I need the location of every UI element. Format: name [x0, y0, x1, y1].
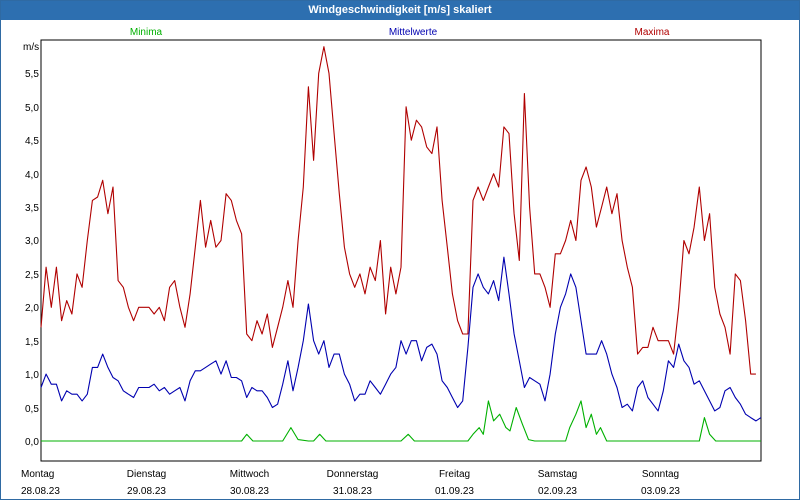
window-title: Windgeschwindigkeit [m/s] skaliert	[1, 1, 799, 20]
x-tick-date: 31.08.23	[333, 486, 372, 497]
y-tick-label: 1,0	[25, 370, 39, 381]
y-tick-label: 3,5	[25, 203, 39, 214]
x-tick-weekday: Samstag	[538, 469, 577, 480]
legend-layer: Minima Mittelwerte Maxima	[130, 27, 670, 38]
y-tick-label: 3,0	[25, 236, 39, 247]
series-line-mittelwerte	[40, 256, 762, 422]
y-tick-label: 5,0	[25, 103, 39, 114]
x-tick-weekday: Montag	[21, 469, 54, 480]
y-tick-label: 2,5	[25, 270, 39, 281]
y-tick-label: 4,5	[25, 136, 39, 147]
y-axis-label: m/s	[23, 42, 39, 53]
legend-entry-maxima: Maxima	[634, 27, 669, 38]
series-line-minima	[41, 400, 761, 442]
x-tick-date: 03.09.23	[641, 486, 680, 497]
x-tick-weekday: Dienstag	[127, 469, 166, 480]
x-tick-date: 28.08.23	[21, 486, 60, 497]
legend-entry-mittelwerte: Mittelwerte	[389, 27, 438, 38]
x-tick-weekday: Sonntag	[642, 469, 679, 480]
x-tick-date: 30.08.23	[230, 486, 269, 497]
series-layer	[40, 46, 762, 442]
y-tick-label: 4,0	[25, 170, 39, 181]
x-tick-date: 01.09.23	[435, 486, 474, 497]
y-tick-label: 5,5	[25, 69, 39, 80]
y-tick-label: 0,0	[25, 437, 39, 448]
x-tick-date: 02.09.23	[538, 486, 577, 497]
y-tick-label: 2,0	[25, 303, 39, 314]
series-line-maxima	[40, 46, 756, 375]
x-tick-date: 29.08.23	[127, 486, 166, 497]
x-tick-weekday: Mittwoch	[230, 469, 269, 480]
x-tick-weekday: Donnerstag	[327, 469, 379, 480]
y-tick-label: 1,5	[25, 337, 39, 348]
y-tick-label: 0,5	[25, 404, 39, 415]
legend-entry-minima: Minima	[130, 27, 163, 38]
x-tick-weekday: Freitag	[439, 469, 470, 480]
